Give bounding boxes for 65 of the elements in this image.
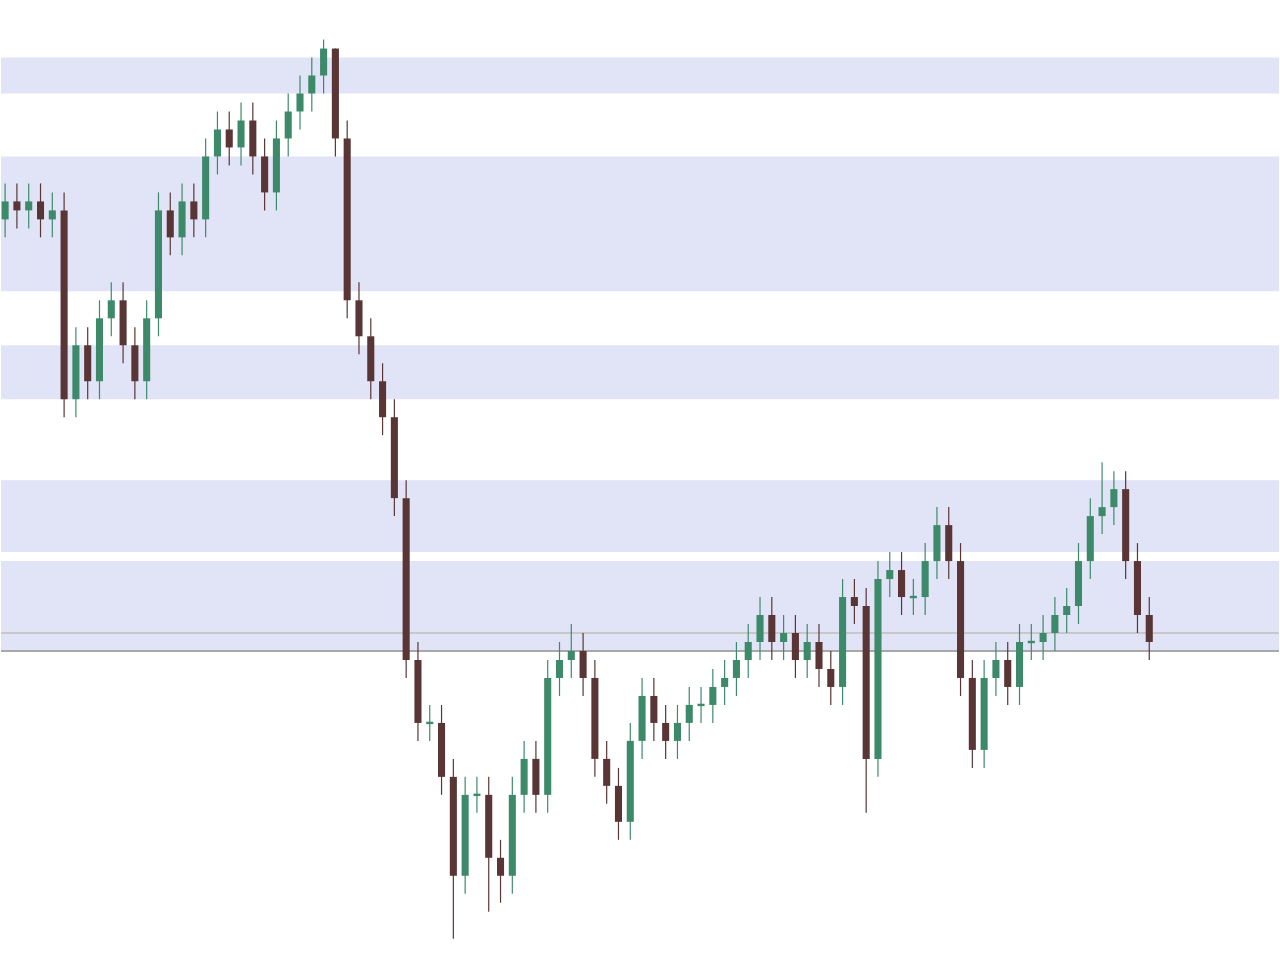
- candlestick: [119, 281, 127, 364]
- candlestick: [638, 677, 646, 760]
- candlestick: [827, 650, 835, 706]
- candlestick: [520, 740, 528, 814]
- candlestick: [567, 623, 575, 679]
- candlestick: [320, 38, 328, 94]
- candlestick: [1004, 641, 1012, 706]
- candlestick: [355, 281, 363, 355]
- candlestick: [296, 74, 304, 130]
- candlestick: [650, 677, 658, 742]
- candlestick: [1074, 542, 1083, 625]
- candlestick: [1015, 623, 1024, 706]
- candlestick: [25, 182, 33, 229]
- candlestick: [803, 623, 811, 679]
- candlestick: [1063, 587, 1071, 634]
- candlestick: [933, 506, 941, 580]
- candlestick: [496, 838, 505, 904]
- candlestick: [36, 182, 45, 238]
- candlestick: [131, 326, 139, 400]
- candlestick: [673, 704, 681, 760]
- candlestick: [308, 56, 316, 112]
- candlestick: [213, 110, 221, 175]
- candlestick: [284, 92, 292, 157]
- candlestick: [1039, 614, 1047, 661]
- candlestick: [780, 614, 788, 661]
- candlestick: [1110, 470, 1118, 526]
- candlestick: [13, 182, 21, 229]
- candlestick: [768, 596, 776, 661]
- candlestick: [178, 182, 186, 256]
- candlestick: [225, 110, 233, 166]
- candlestick: [261, 137, 269, 211]
- candlestick: [1145, 596, 1153, 661]
- candlestick: [249, 101, 257, 175]
- candlestick: [1, 182, 9, 238]
- candlestick: [532, 740, 540, 814]
- candlestick: [732, 641, 740, 697]
- candlestick: [555, 641, 564, 697]
- candlestick: [107, 281, 115, 337]
- candlestick: [756, 596, 764, 661]
- candlestick: [367, 317, 375, 400]
- candlestick: [84, 326, 92, 400]
- candlestick: [721, 659, 729, 706]
- candlestick: [190, 182, 198, 238]
- candlestick: [1098, 461, 1106, 535]
- candlestick: [898, 551, 906, 616]
- candlestick: [945, 506, 953, 580]
- candlestick: [886, 551, 894, 598]
- candlestick: [791, 614, 799, 679]
- candlestick: [921, 542, 929, 616]
- candlestick: [662, 704, 670, 760]
- candlestick: [1051, 596, 1059, 652]
- candlestick: [815, 623, 823, 688]
- candlestick: [379, 362, 387, 436]
- candlestick: [48, 191, 56, 238]
- candlestick: [579, 632, 587, 697]
- candlestick: [744, 623, 752, 679]
- candlestick: [685, 686, 693, 742]
- candlestick: [992, 641, 1000, 697]
- candlestick: [614, 767, 623, 841]
- candlestick: [603, 740, 611, 805]
- candlestick: [166, 191, 174, 256]
- candlestick: [709, 668, 717, 724]
- candlestick: [850, 578, 858, 625]
- candlestick: [1086, 497, 1094, 580]
- candlestick: [237, 101, 245, 166]
